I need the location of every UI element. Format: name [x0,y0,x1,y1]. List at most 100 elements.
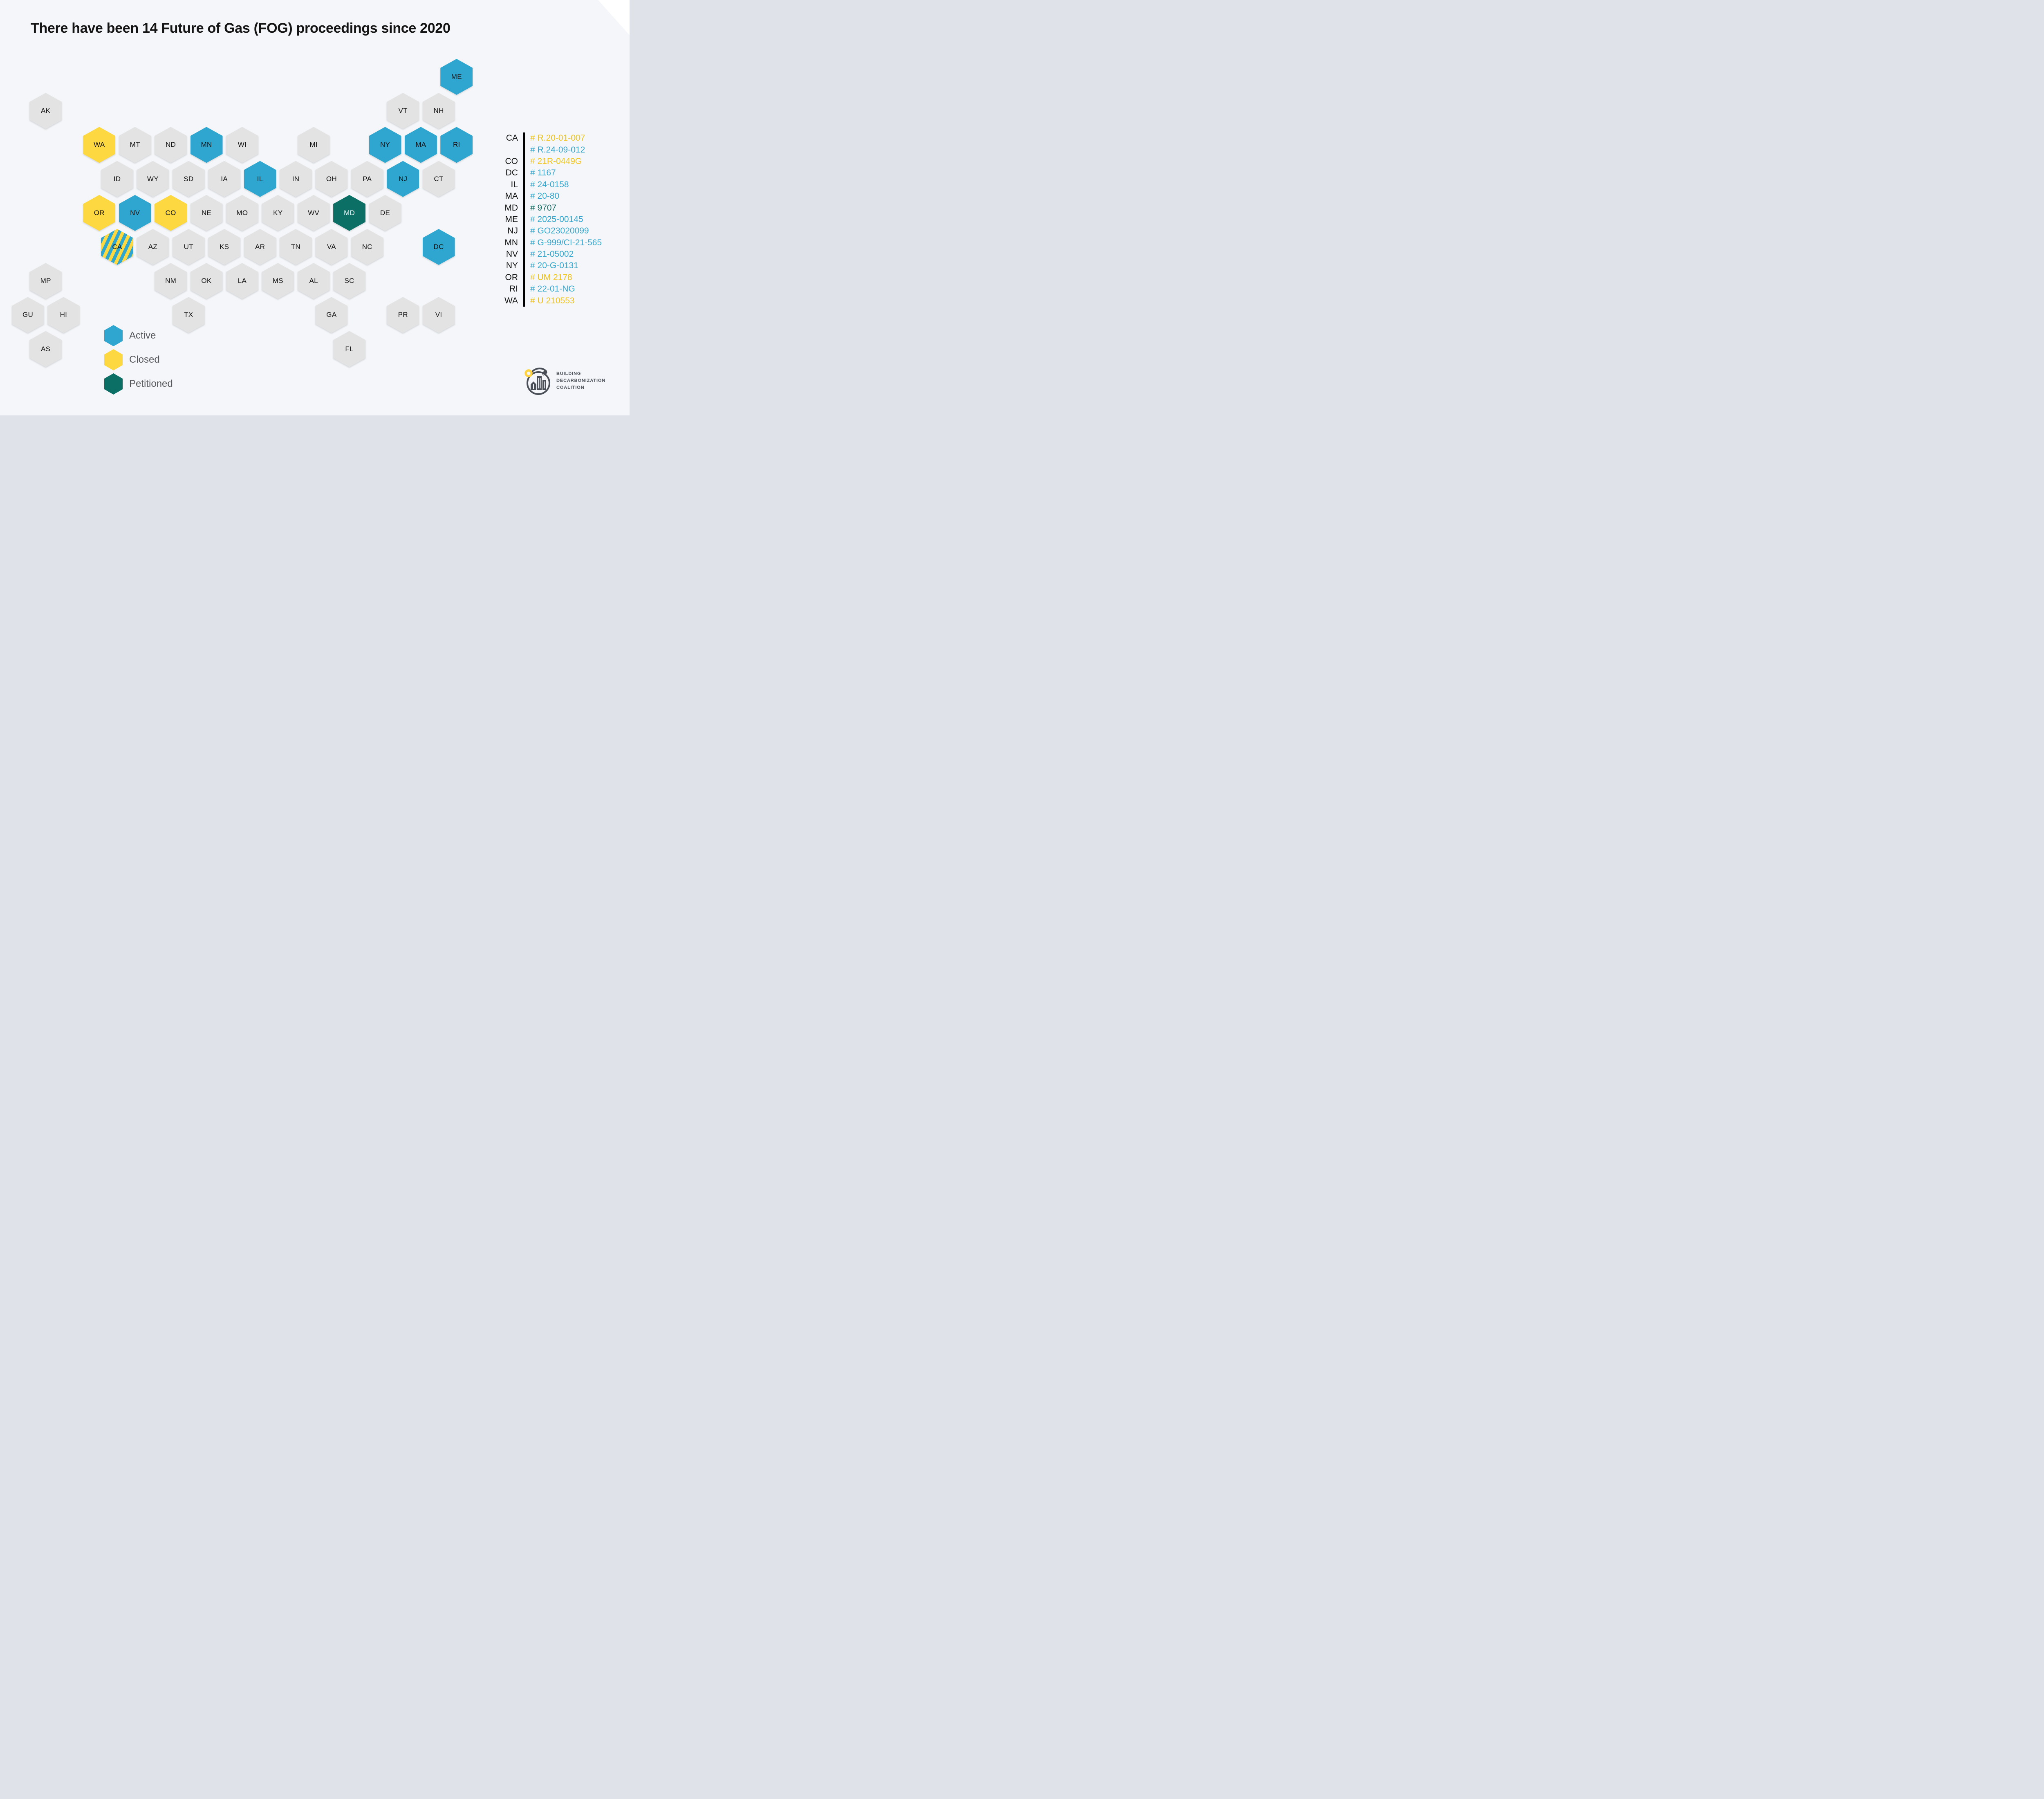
state-hex-VT: VT [387,93,419,129]
state-hex-label: AL [309,277,318,285]
docket-state-code: RI [509,284,518,294]
state-hex-label: NE [201,209,212,217]
state-hex-OH: OH [315,161,348,197]
state-hex-label: VT [398,107,408,115]
state-hex-UT: UT [172,229,205,265]
state-hex-NM: NM [155,263,187,299]
state-hex-AL: AL [297,263,330,299]
state-hex-label: MD [344,209,355,217]
state-hex-MI: MI [297,127,330,163]
state-hex-label: IN [292,175,300,183]
docket-state-code: OR [505,272,518,282]
state-hex-GU: GU [11,297,44,333]
state-hex-label: IA [221,175,228,183]
docket-row: OR # UM 2178 [485,271,602,284]
docket-list: CA # R.20-01-007 # R.24-09-012 CO # 21R-0449… [485,132,602,307]
docket-number: # G-999/CI-21-565 [523,237,602,249]
state-hex-label: DC [433,243,444,251]
legend-item-petitioned: Petitioned [104,373,173,395]
state-hex-label: MA [415,141,426,149]
logo-line-3: COALITION [556,385,585,390]
state-hex-WY: WY [137,161,169,197]
docket-row: RI # 22-01-NG [485,283,602,295]
logo-line-1: BUILDING [556,371,581,376]
docket-row: MA # 20-80 [485,190,602,202]
state-hex-DC: DC [422,229,455,265]
legend-item-active: Active [104,325,156,346]
state-hex-TX: TX [172,297,205,333]
state-hex-label: VA [327,243,336,251]
state-hex-MT: MT [119,127,151,163]
state-hex-label: HI [60,311,67,319]
state-hex-OK: OK [190,263,223,299]
docket-state-code: CO [505,156,518,166]
state-hex-MO: MO [226,195,258,231]
state-hex-AS: AS [29,331,62,367]
state-hex-label: MT [130,141,140,149]
state-hex-label: MP [40,277,51,285]
state-hex-NH: NH [422,93,455,129]
state-hex-AZ: AZ [137,229,169,265]
state-hex-label: NM [165,277,177,285]
state-hex-ME: ME [440,59,473,95]
docket-row: NJ # GO23020099 [485,225,602,237]
infographic: There have been 14 Future of Gas (FOG) p… [0,0,630,415]
sun-ring-icon [524,369,533,377]
state-hex-RI: RI [440,127,473,163]
docket-row: MD # 9707 [485,202,602,214]
state-hex-label: TN [291,243,301,251]
state-hex-label: WA [94,141,105,149]
state-hex-label: TX [184,311,193,319]
state-hex-WI: WI [226,127,258,163]
state-hex-label: WV [308,209,320,217]
state-hex-label: AZ [148,243,158,251]
docket-number: # R.24-09-012 [523,144,585,156]
docket-state-code: MN [504,238,518,247]
state-hex-NE: NE [190,195,223,231]
state-hex-MD: MD [333,195,366,231]
docket-state-code: MA [505,191,518,201]
docket-number: # 20-G-0131 [523,260,578,272]
state-hex-label: AK [41,107,51,115]
state-hex-label: SD [184,175,194,183]
state-hex-label: LA [238,277,247,285]
state-hex-ID: ID [101,161,133,197]
state-hex-NV: NV [119,195,151,231]
state-hex-label: IL [257,175,263,183]
state-hex-VA: VA [315,229,348,265]
legend-label: Petitioned [129,378,173,389]
page-corner-fold [598,0,630,35]
state-hex-label: RI [453,141,460,149]
state-hex-GA: GA [315,297,348,333]
legend-label: Closed [129,354,160,365]
state-hex-WA: WA [83,127,116,163]
docket-state-code: DC [505,168,518,178]
state-hex-MA: MA [404,127,437,163]
state-hex-OR: OR [83,195,116,231]
state-hex-label: OK [201,277,212,285]
state-hex-CO: CO [155,195,187,231]
state-hex-label: ND [166,141,176,149]
state-hex-DE: DE [369,195,401,231]
bdc-logo-icon [524,368,550,395]
state-hex-label: DE [380,209,390,217]
docket-number: # R.20-01-007 [523,132,585,144]
state-hex-label: ID [113,175,121,183]
state-hex-label: AR [255,243,265,251]
legend-item-closed: Closed [104,349,160,370]
docket-number: # 21-05002 [523,248,574,260]
state-hex-label: UT [184,243,193,251]
building-windows [533,378,545,389]
state-hex-SC: SC [333,263,366,299]
docket-number: # 9707 [523,202,556,214]
state-hex-PR: PR [387,297,419,333]
state-hex-IN: IN [280,161,312,197]
state-hex-label: MI [309,141,318,149]
docket-state-code: IL [511,179,518,189]
docket-row: NY # 20-G-0131 [485,260,602,272]
docket-state-code: CA [506,133,518,143]
state-hex-label: NC [362,243,372,251]
state-hex-WV: WV [297,195,330,231]
state-hex-AR: AR [244,229,276,265]
legend-hex-active [104,325,123,346]
